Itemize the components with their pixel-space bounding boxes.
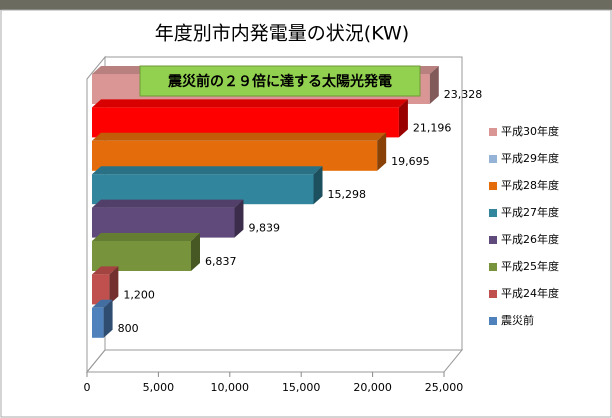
legend-swatch xyxy=(489,209,497,217)
bar-side xyxy=(429,66,439,104)
value-label: 9,839 xyxy=(248,222,280,235)
chart-title: 年度別市内発電量の状況(KW) xyxy=(155,23,409,45)
x-tick-label: 15,000 xyxy=(282,381,321,394)
bar-side xyxy=(109,266,119,305)
value-label: 6,837 xyxy=(205,255,237,268)
legend-swatch xyxy=(489,182,497,190)
bar-side xyxy=(398,99,408,138)
annotation-box xyxy=(139,65,421,97)
value-label: 800 xyxy=(118,322,139,335)
bar-top xyxy=(92,233,200,241)
bar-side xyxy=(103,299,113,338)
value-label: 23,328 xyxy=(444,88,483,101)
bar-side xyxy=(190,233,200,271)
bar xyxy=(92,241,191,271)
photo-strip xyxy=(0,0,612,10)
bar xyxy=(92,274,110,305)
legend-swatch xyxy=(489,263,497,271)
bar-side xyxy=(234,199,244,238)
bar-top xyxy=(92,199,244,208)
bar-side xyxy=(377,132,387,171)
legend-swatch xyxy=(489,236,497,244)
legend-swatch xyxy=(489,155,497,163)
value-label: 15,298 xyxy=(328,188,367,201)
bar xyxy=(92,174,314,205)
x-tick-label: 5,000 xyxy=(143,381,175,394)
legend-label: 平成25年度 xyxy=(501,259,559,273)
legend-label: 平成24年度 xyxy=(501,286,559,300)
bar xyxy=(92,207,235,238)
legend-swatch xyxy=(489,128,497,136)
bar-top xyxy=(92,166,323,175)
legend-label: 平成26年度 xyxy=(501,232,559,246)
legend-label: 平成30年度 xyxy=(501,124,559,138)
legend-swatch xyxy=(489,290,497,298)
x-tick-label: 0 xyxy=(84,381,91,394)
legend-label: 平成27年度 xyxy=(501,205,559,219)
annotation: 震災前の２９倍に達する太陽光発電 xyxy=(167,73,392,90)
bar-top xyxy=(92,99,408,108)
value-label: 21,196 xyxy=(413,121,452,134)
legend-label: 平成28年度 xyxy=(501,178,559,192)
bar-top xyxy=(92,266,119,275)
x-tick-label: 10,000 xyxy=(211,381,250,394)
bar-top xyxy=(92,132,387,141)
bar xyxy=(92,107,399,138)
floor xyxy=(85,349,464,373)
legend-label: 震災前 xyxy=(501,313,534,327)
legend-swatch xyxy=(489,317,497,325)
bar-side xyxy=(313,166,323,205)
value-label: 1,200 xyxy=(123,288,155,301)
legend-label: 平成29年度 xyxy=(501,151,559,165)
bar xyxy=(92,307,104,338)
value-label: 19,695 xyxy=(391,155,430,168)
bar xyxy=(92,140,378,171)
x-tick-label: 25,000 xyxy=(425,381,464,394)
x-tick-label: 20,000 xyxy=(353,381,392,394)
bar-top xyxy=(92,299,113,308)
